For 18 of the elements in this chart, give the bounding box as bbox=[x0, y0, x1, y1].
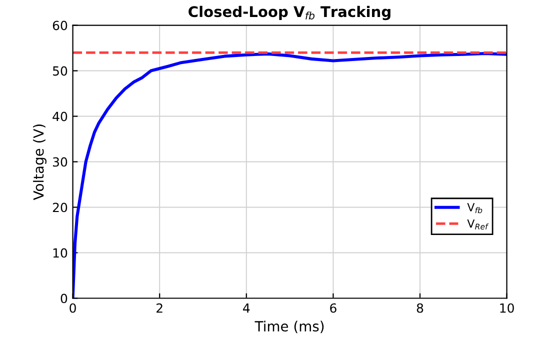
y-tick-label: 30 bbox=[52, 157, 68, 167]
y-tick-label: 40 bbox=[52, 112, 68, 122]
y-axis-title: Voltage (V) bbox=[33, 124, 46, 200]
x-tick-label: 6 bbox=[330, 303, 336, 313]
y-tick-label: 20 bbox=[52, 202, 68, 212]
legend-label: V$_{Ref}$ bbox=[467, 219, 489, 230]
x-axis-title: Time (ms) bbox=[254, 320, 324, 334]
chart-title: Closed-Loop V$_{fb}$ Tracking bbox=[188, 6, 390, 20]
y-tick-label: 50 bbox=[52, 66, 68, 76]
y-tick-label: 10 bbox=[53, 248, 68, 258]
legend-label: V$_{fb}$ bbox=[467, 203, 482, 214]
x-tick-label: 0 bbox=[70, 303, 76, 313]
y-tick-label: 60 bbox=[52, 20, 68, 30]
y-tick-label: 0 bbox=[60, 294, 68, 304]
x-tick-label: 8 bbox=[416, 303, 424, 313]
x-tick-label: 2 bbox=[156, 303, 162, 313]
x-tick-label: 10 bbox=[500, 303, 514, 313]
x-tick-label: 4 bbox=[243, 303, 250, 313]
